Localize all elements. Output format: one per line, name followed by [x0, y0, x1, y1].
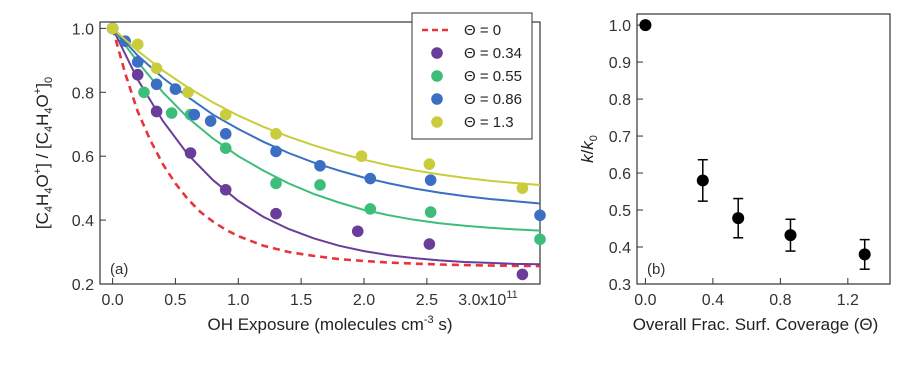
data-point — [219, 108, 232, 121]
y-tick-label: 0.7 — [609, 129, 631, 146]
data-point — [423, 158, 436, 170]
data-point — [639, 19, 652, 32]
data-point — [314, 159, 326, 172]
data-point — [351, 225, 364, 238]
data-point — [270, 128, 282, 140]
x-tick-label: 0.4 — [702, 292, 724, 309]
legend-entry: Θ = 0.34 — [464, 45, 522, 62]
panel-a-frame — [99, 21, 541, 285]
panel-a-series — [106, 22, 546, 281]
panel-a-ticks: 0.2 0.4 0.6 0.8 1.0 0.0 0.5 1.0 1.5 2.0 2.5 — [72, 21, 541, 309]
data-point — [270, 177, 282, 190]
data-point — [424, 206, 437, 218]
data-point — [423, 238, 436, 250]
x-multiplier-label: 3.0x1011 — [458, 289, 517, 309]
data-point — [165, 107, 178, 119]
y-tick-label: 0.8 — [72, 85, 94, 102]
data-point — [516, 182, 529, 194]
fit-curve — [111, 27, 540, 266]
data-point — [424, 174, 437, 186]
x-axis-label-main: OH Exposure (molecules cm — [207, 315, 423, 334]
data-point — [219, 142, 232, 155]
data-point — [106, 22, 119, 35]
series-line-theta-0 — [111, 28, 540, 268]
data-point — [696, 174, 709, 187]
x-tick-label: 2.5 — [416, 292, 438, 309]
x-tick-label: 2.0 — [353, 292, 375, 309]
panel-b-points — [639, 19, 871, 270]
x-tick-label: 0.5 — [164, 292, 186, 309]
panel-a-y-axis-label: [C4H4O+] / [C4H4O+]0 — [32, 77, 55, 229]
data-point — [184, 147, 197, 159]
fit-curve — [111, 27, 540, 232]
panel-a-label: (a) — [110, 261, 128, 278]
data-point — [858, 248, 871, 261]
data-point — [219, 183, 232, 196]
y-tick-label: 1.0 — [72, 21, 94, 38]
data-point — [270, 145, 282, 158]
x-tick-label: 1.5 — [290, 292, 312, 309]
x-axis-label-exponent: -3 — [424, 314, 434, 326]
x-multiplier-exponent: 11 — [506, 289, 517, 301]
y-tick-label: 0.3 — [609, 277, 631, 294]
data-point — [364, 203, 377, 215]
legend-swatch-point — [431, 116, 443, 128]
data-point — [204, 115, 217, 127]
y-tick-label: 0.6 — [72, 149, 94, 166]
data-point — [131, 68, 144, 81]
panel-b-x-axis-label: Overall Frac. Surf. Coverage (Θ) — [633, 315, 879, 334]
data-point — [270, 207, 282, 220]
y-tick-label: 0.8 — [609, 92, 631, 109]
legend-entry: Θ = 0 — [464, 22, 501, 39]
panel-b-ticks: 0.3 0.4 0.5 0.6 0.7 0.8 0.9 1.0 0.0 0.4 0.8 1.2 — [609, 13, 891, 309]
x-multiplier-base: 3.0x10 — [458, 292, 506, 309]
y-tick-label: 0.5 — [609, 203, 631, 220]
y-tick-label: 1.0 — [609, 18, 631, 35]
data-point — [182, 86, 194, 99]
data-point — [219, 128, 232, 140]
x-axis-label-tail: s) — [434, 315, 453, 334]
data-point — [150, 78, 163, 91]
fit-curve — [111, 27, 540, 186]
y-tick-label: 0.2 — [72, 277, 94, 294]
panel-a-legend: Θ = 0 Θ = 0.34 Θ = 0.55 Θ = 0.86 Θ = 1.3 — [411, 12, 533, 140]
data-point — [131, 56, 144, 68]
data-point — [138, 86, 150, 99]
panel-a-x-axis-label: OH Exposure (molecules cm-3 s) — [207, 314, 452, 334]
panel-a: 0.2 0.4 0.6 0.8 1.0 0.0 0.5 1.0 1.5 2.0 2.5 (a) 3.… — [32, 12, 546, 334]
data-point — [314, 179, 326, 191]
data-point — [732, 212, 745, 225]
panel-b: 0.3 0.4 0.5 0.6 0.7 0.8 0.9 1.0 0.0 0.4 0.8 1.2 (b)… — [578, 13, 891, 334]
x-tick-label: 0.0 — [634, 292, 656, 309]
y-tick-label: 0.9 — [609, 55, 631, 72]
y-tick-label: 0.6 — [609, 166, 631, 183]
panel-b-label: (b) — [647, 261, 665, 278]
data-point — [534, 209, 546, 222]
legend-swatch-point — [431, 70, 443, 82]
panel-b-frame — [636, 13, 891, 285]
data-point — [516, 268, 529, 281]
data-point — [188, 108, 201, 121]
data-point — [784, 229, 797, 242]
legend-entry: Θ = 1.3 — [464, 114, 514, 131]
data-point — [169, 83, 182, 95]
data-point — [150, 62, 163, 75]
legend-swatch-point — [431, 47, 443, 59]
data-point — [364, 172, 377, 185]
data-point — [534, 233, 546, 246]
y-tick-label: 0.4 — [72, 213, 94, 230]
x-tick-label: 0.8 — [769, 292, 791, 309]
data-point — [131, 38, 144, 51]
data-point — [150, 105, 163, 118]
x-tick-label: 1.0 — [227, 292, 249, 309]
legend-entry: Θ = 0.55 — [464, 68, 522, 85]
y-tick-label: 0.4 — [609, 240, 631, 257]
legend-entry: Θ = 0.86 — [464, 91, 522, 108]
panel-b-y-axis-label: k/k0 — [578, 135, 600, 163]
legend-swatch-point — [431, 93, 443, 105]
x-tick-label: 1.2 — [837, 292, 859, 309]
data-point — [355, 150, 368, 162]
x-tick-label: 0.0 — [101, 292, 123, 309]
